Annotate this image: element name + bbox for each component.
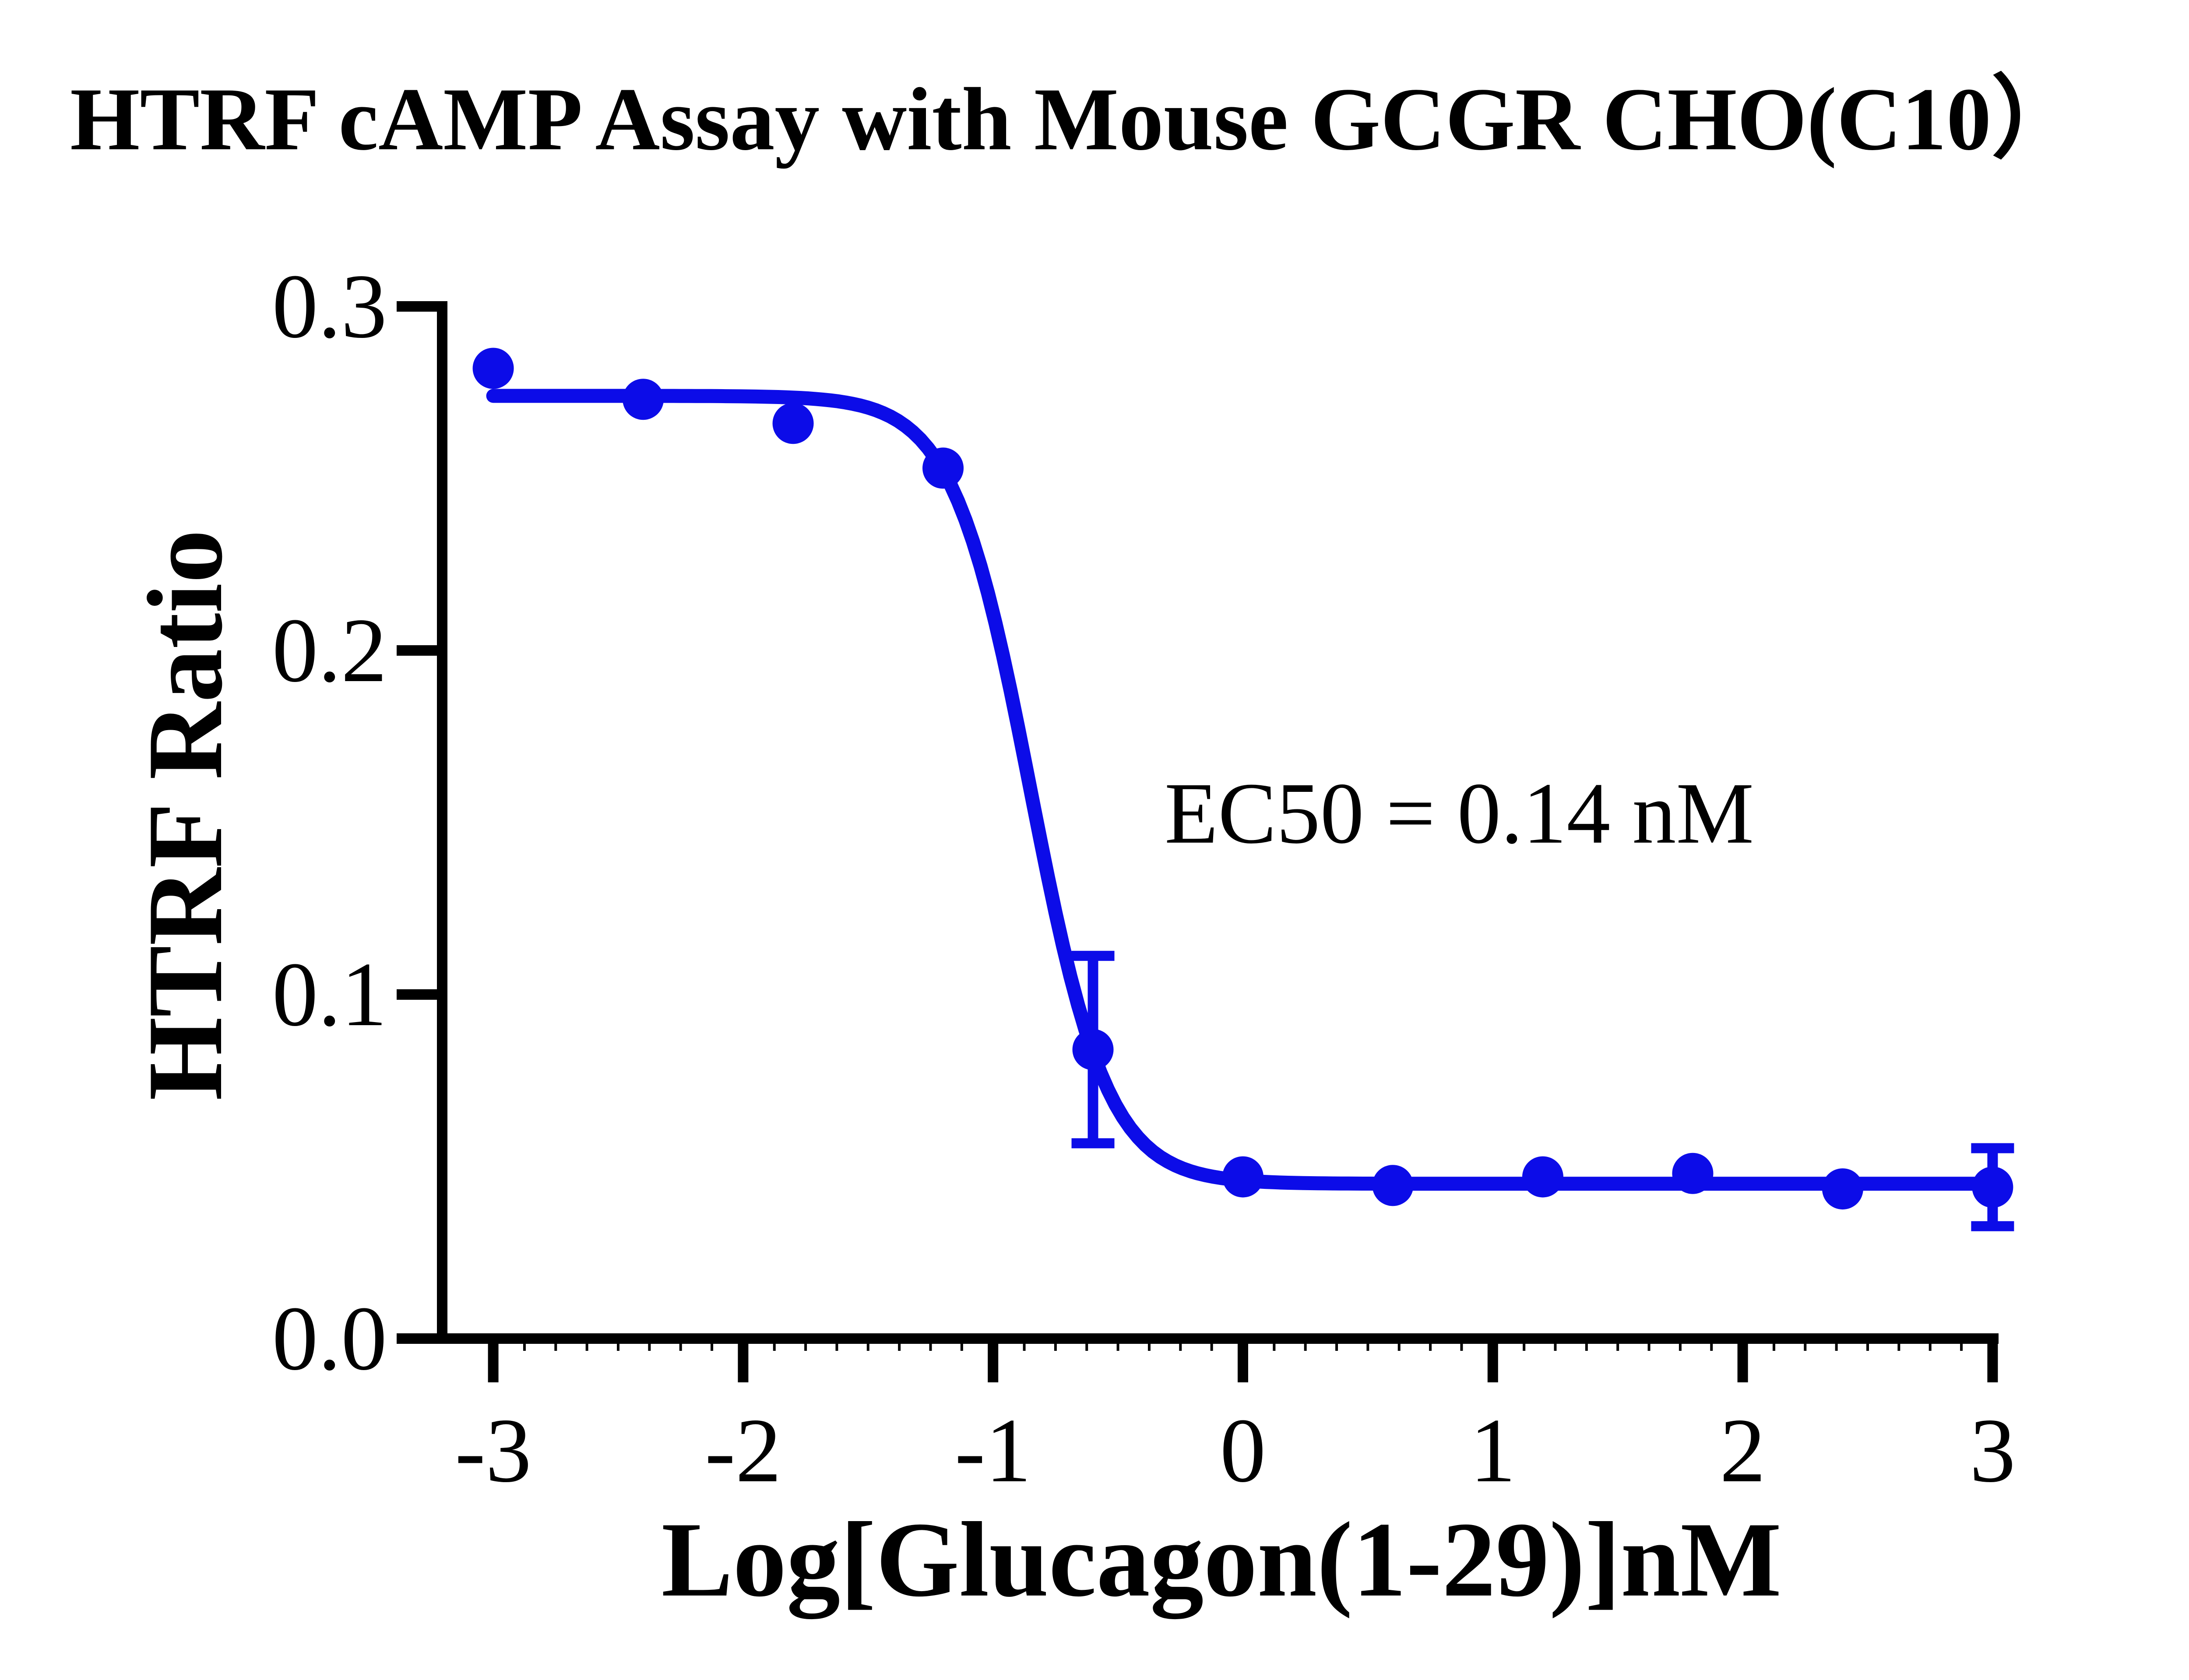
error-bar-cap-top [1971, 1143, 2014, 1153]
x-tick [1487, 1344, 1498, 1382]
x-minor-tick [1116, 1344, 1119, 1351]
x-minor-tick [773, 1344, 776, 1351]
x-minor-ticks [523, 1344, 1963, 1351]
x-tick-label: 2 [1720, 1400, 1766, 1501]
x-minor-tick [1397, 1344, 1401, 1351]
data-point-marker [922, 447, 964, 489]
x-minor-tick [1210, 1344, 1213, 1351]
x-minor-tick [1960, 1344, 1963, 1351]
x-tick [488, 1344, 499, 1382]
tick-labels: 0.0 0.1 0.2 0.3 -3 -2 -1 0 1 2 3 [272, 256, 2016, 1501]
x-minor-tick [1460, 1344, 1463, 1351]
x-minor-tick [1679, 1344, 1682, 1351]
y-tick-label: 0.1 [272, 944, 387, 1045]
x-minor-tick [898, 1344, 901, 1351]
x-minor-tick [1429, 1344, 1432, 1351]
x-tick-label: 3 [1970, 1400, 2016, 1501]
x-minor-tick [523, 1344, 526, 1351]
x-minor-tick [1054, 1344, 1057, 1351]
x-minor-tick [1866, 1344, 1869, 1351]
x-minor-tick [1647, 1344, 1651, 1351]
x-minor-tick [1366, 1344, 1369, 1351]
x-minor-tick [1273, 1344, 1276, 1351]
x-minor-tick [1335, 1344, 1338, 1351]
x-tick-label: 1 [1470, 1400, 1516, 1501]
chart-title: HTRF cAMP Assay with Mouse GCGR CHO(C10） [70, 70, 2081, 169]
x-tick-label: 0 [1220, 1400, 1266, 1501]
data-point-marker [1972, 1167, 2013, 1208]
data-points [472, 348, 2013, 1210]
x-minor-tick [1585, 1344, 1588, 1351]
ec50-annotation: EC50 = 0.14 nM [1165, 765, 1754, 862]
x-minor-tick [1929, 1344, 1932, 1351]
y-tick [397, 645, 437, 656]
data-point-marker [472, 348, 514, 389]
x-minor-tick [1897, 1344, 1900, 1351]
data-point-marker [1522, 1156, 1563, 1198]
x-axis-title: Log[Glucagon(1-29)]nM [662, 1500, 1782, 1619]
x-minor-tick [554, 1344, 557, 1351]
x-minor-tick [1304, 1344, 1307, 1351]
error-bar-cap-bottom [1971, 1221, 2014, 1231]
y-axis-title: HTRF Ratio [126, 530, 244, 1100]
x-minor-tick [866, 1344, 869, 1351]
x-minor-tick [1085, 1344, 1088, 1351]
x-minor-tick [1147, 1344, 1151, 1351]
x-minor-tick [1835, 1344, 1838, 1351]
data-point-marker [1672, 1153, 1714, 1194]
x-minor-tick [1554, 1344, 1557, 1351]
x-minor-tick [960, 1344, 963, 1351]
x-tick-label: -3 [455, 1400, 531, 1501]
x-minor-tick [1710, 1344, 1713, 1351]
axes [437, 301, 1999, 1344]
x-tick [988, 1344, 999, 1382]
y-tick [397, 989, 437, 1000]
x-minor-tick [1772, 1344, 1775, 1351]
y-tick [397, 1333, 437, 1344]
x-minor-tick [1523, 1344, 1526, 1351]
x-axis-line [437, 1333, 1999, 1344]
x-minor-tick [1179, 1344, 1182, 1351]
x-tick [1238, 1344, 1248, 1382]
error-bar-cap-bottom [1071, 1138, 1115, 1149]
x-minor-tick [835, 1344, 838, 1351]
data-point-marker [1222, 1156, 1263, 1198]
x-minor-tick [929, 1344, 932, 1351]
x-minor-tick [1616, 1344, 1619, 1351]
y-tick [397, 301, 437, 312]
x-minor-tick [804, 1344, 807, 1351]
y-tick-label: 0.0 [272, 1288, 387, 1389]
x-minor-tick [711, 1344, 714, 1351]
major-ticks [397, 301, 1998, 1382]
data-point-marker [1372, 1165, 1414, 1206]
data-point-marker [772, 403, 814, 444]
x-tick [1987, 1344, 1998, 1382]
y-tick-label: 0.3 [272, 256, 387, 357]
x-minor-tick [617, 1344, 619, 1351]
y-tick-label: 0.2 [272, 600, 387, 701]
x-minor-tick [1804, 1344, 1807, 1351]
data-point-marker [1072, 1029, 1114, 1070]
x-minor-tick [1023, 1344, 1026, 1351]
y-axis-line [437, 301, 447, 1344]
x-tick-label: -2 [705, 1400, 781, 1501]
x-tick-label: -1 [955, 1400, 1031, 1501]
error-bar-cap-top [1071, 951, 1115, 961]
data-point-marker [1822, 1168, 1863, 1210]
x-tick [1737, 1344, 1748, 1382]
x-tick [738, 1344, 749, 1382]
x-minor-tick [585, 1344, 588, 1351]
data-point-marker [623, 379, 664, 420]
x-minor-tick [679, 1344, 682, 1351]
x-minor-tick [648, 1344, 651, 1351]
